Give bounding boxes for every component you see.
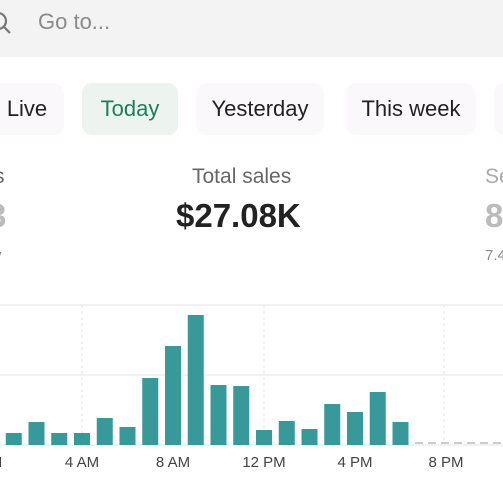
bar (392, 422, 409, 445)
x-tick-label: AM (0, 454, 2, 471)
bar (256, 430, 272, 445)
bar (119, 427, 136, 445)
metric-change: v (0, 247, 2, 264)
metric-change: 7.4 (485, 247, 503, 264)
metric-label: s (0, 165, 5, 189)
x-tick-label: 12 PM (242, 454, 285, 471)
bar (324, 404, 341, 445)
bar (74, 433, 90, 445)
search-bar[interactable]: Go to... (0, 0, 503, 57)
bar (347, 412, 363, 445)
bar (301, 429, 318, 445)
search-placeholder: Go to... (38, 9, 111, 34)
search-icon (0, 12, 11, 34)
metric-value: 3 (0, 197, 6, 235)
x-tick-label: 8 AM (156, 454, 190, 471)
metric-label: Se (485, 165, 503, 188)
bar (233, 386, 250, 445)
x-tick-label: 8 PM (428, 454, 463, 471)
tab[interactable] (494, 83, 503, 135)
bar (51, 433, 68, 445)
bar (369, 392, 386, 445)
metric-value: 8 (485, 197, 503, 234)
tab[interactable]: Today (82, 83, 178, 135)
x-tick-label: 4 PM (337, 454, 372, 471)
tab[interactable]: This week (346, 83, 476, 135)
tab[interactable]: Live (0, 83, 64, 135)
bar (96, 418, 113, 445)
tab[interactable]: Yesterday (196, 83, 324, 135)
x-tick-label: 4 AM (65, 454, 99, 471)
bar (142, 378, 159, 445)
bar (165, 346, 181, 445)
bar (187, 315, 204, 445)
bar (28, 422, 45, 445)
metric-value: $27.08K (176, 197, 301, 234)
bar (210, 385, 227, 445)
bar (5, 433, 22, 445)
metric-label: Total sales (192, 165, 292, 188)
bar (278, 421, 295, 445)
